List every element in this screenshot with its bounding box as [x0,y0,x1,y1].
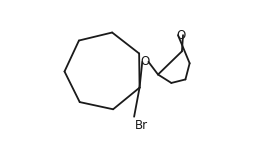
Text: Br: Br [135,119,148,132]
Text: O: O [176,29,185,42]
Text: O: O [141,55,150,68]
